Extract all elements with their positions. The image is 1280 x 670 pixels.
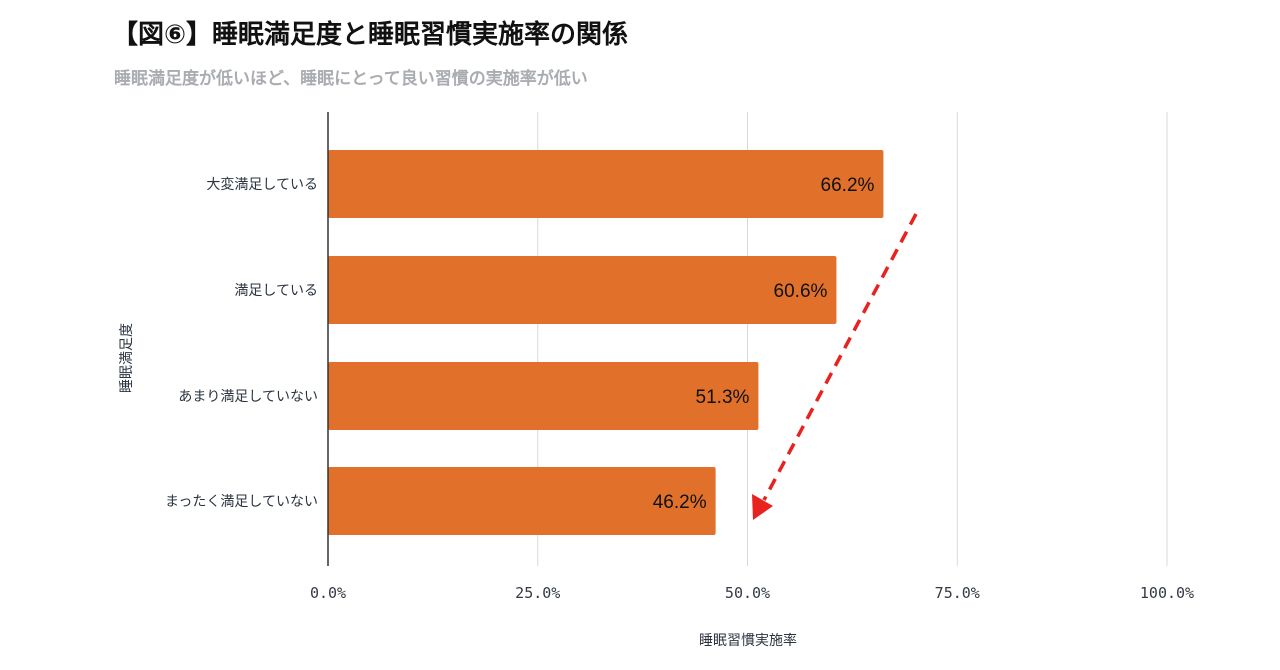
bar [328,362,759,430]
data-label: 60.6% [774,281,828,302]
trend-arrow [752,213,918,520]
x-tick-label: 50.0% [725,584,770,602]
arrow-head [752,494,773,520]
category-label: 満足している [234,283,318,299]
bar [328,256,837,324]
labels: 0.0% 25.0% 50.0% 75.0% 100.0% 大変満足している 66.2% 満足… [119,175,1194,649]
chart-subtitle: 睡眠満足度が低いほど、睡眠にとって良い習慣の実施率が低い [114,69,588,89]
data-label: 66.2% [821,175,875,196]
y-axis-title: 睡眠満足度 [119,323,135,393]
data-label: 51.3% [696,387,750,408]
bar [328,467,716,535]
x-tick-label: 100.0% [1140,584,1194,602]
data-label: 46.2% [653,492,707,513]
bar [328,150,884,218]
category-label: 大変満足している [206,176,318,193]
bars [328,150,884,535]
arrow-shaft [762,213,918,501]
category-label: まったく満足していない [165,494,318,510]
category-label: あまり満足していない [178,389,318,405]
x-axis-title: 睡眠習慣実施率 [699,632,797,649]
chart-title: 【図⑥】睡眠満足度と睡眠習慣実施率の関係 [112,20,629,50]
x-tick-label: 0.0% [310,584,346,602]
x-tick-label: 75.0% [935,584,980,602]
x-tick-label: 25.0% [515,584,560,602]
